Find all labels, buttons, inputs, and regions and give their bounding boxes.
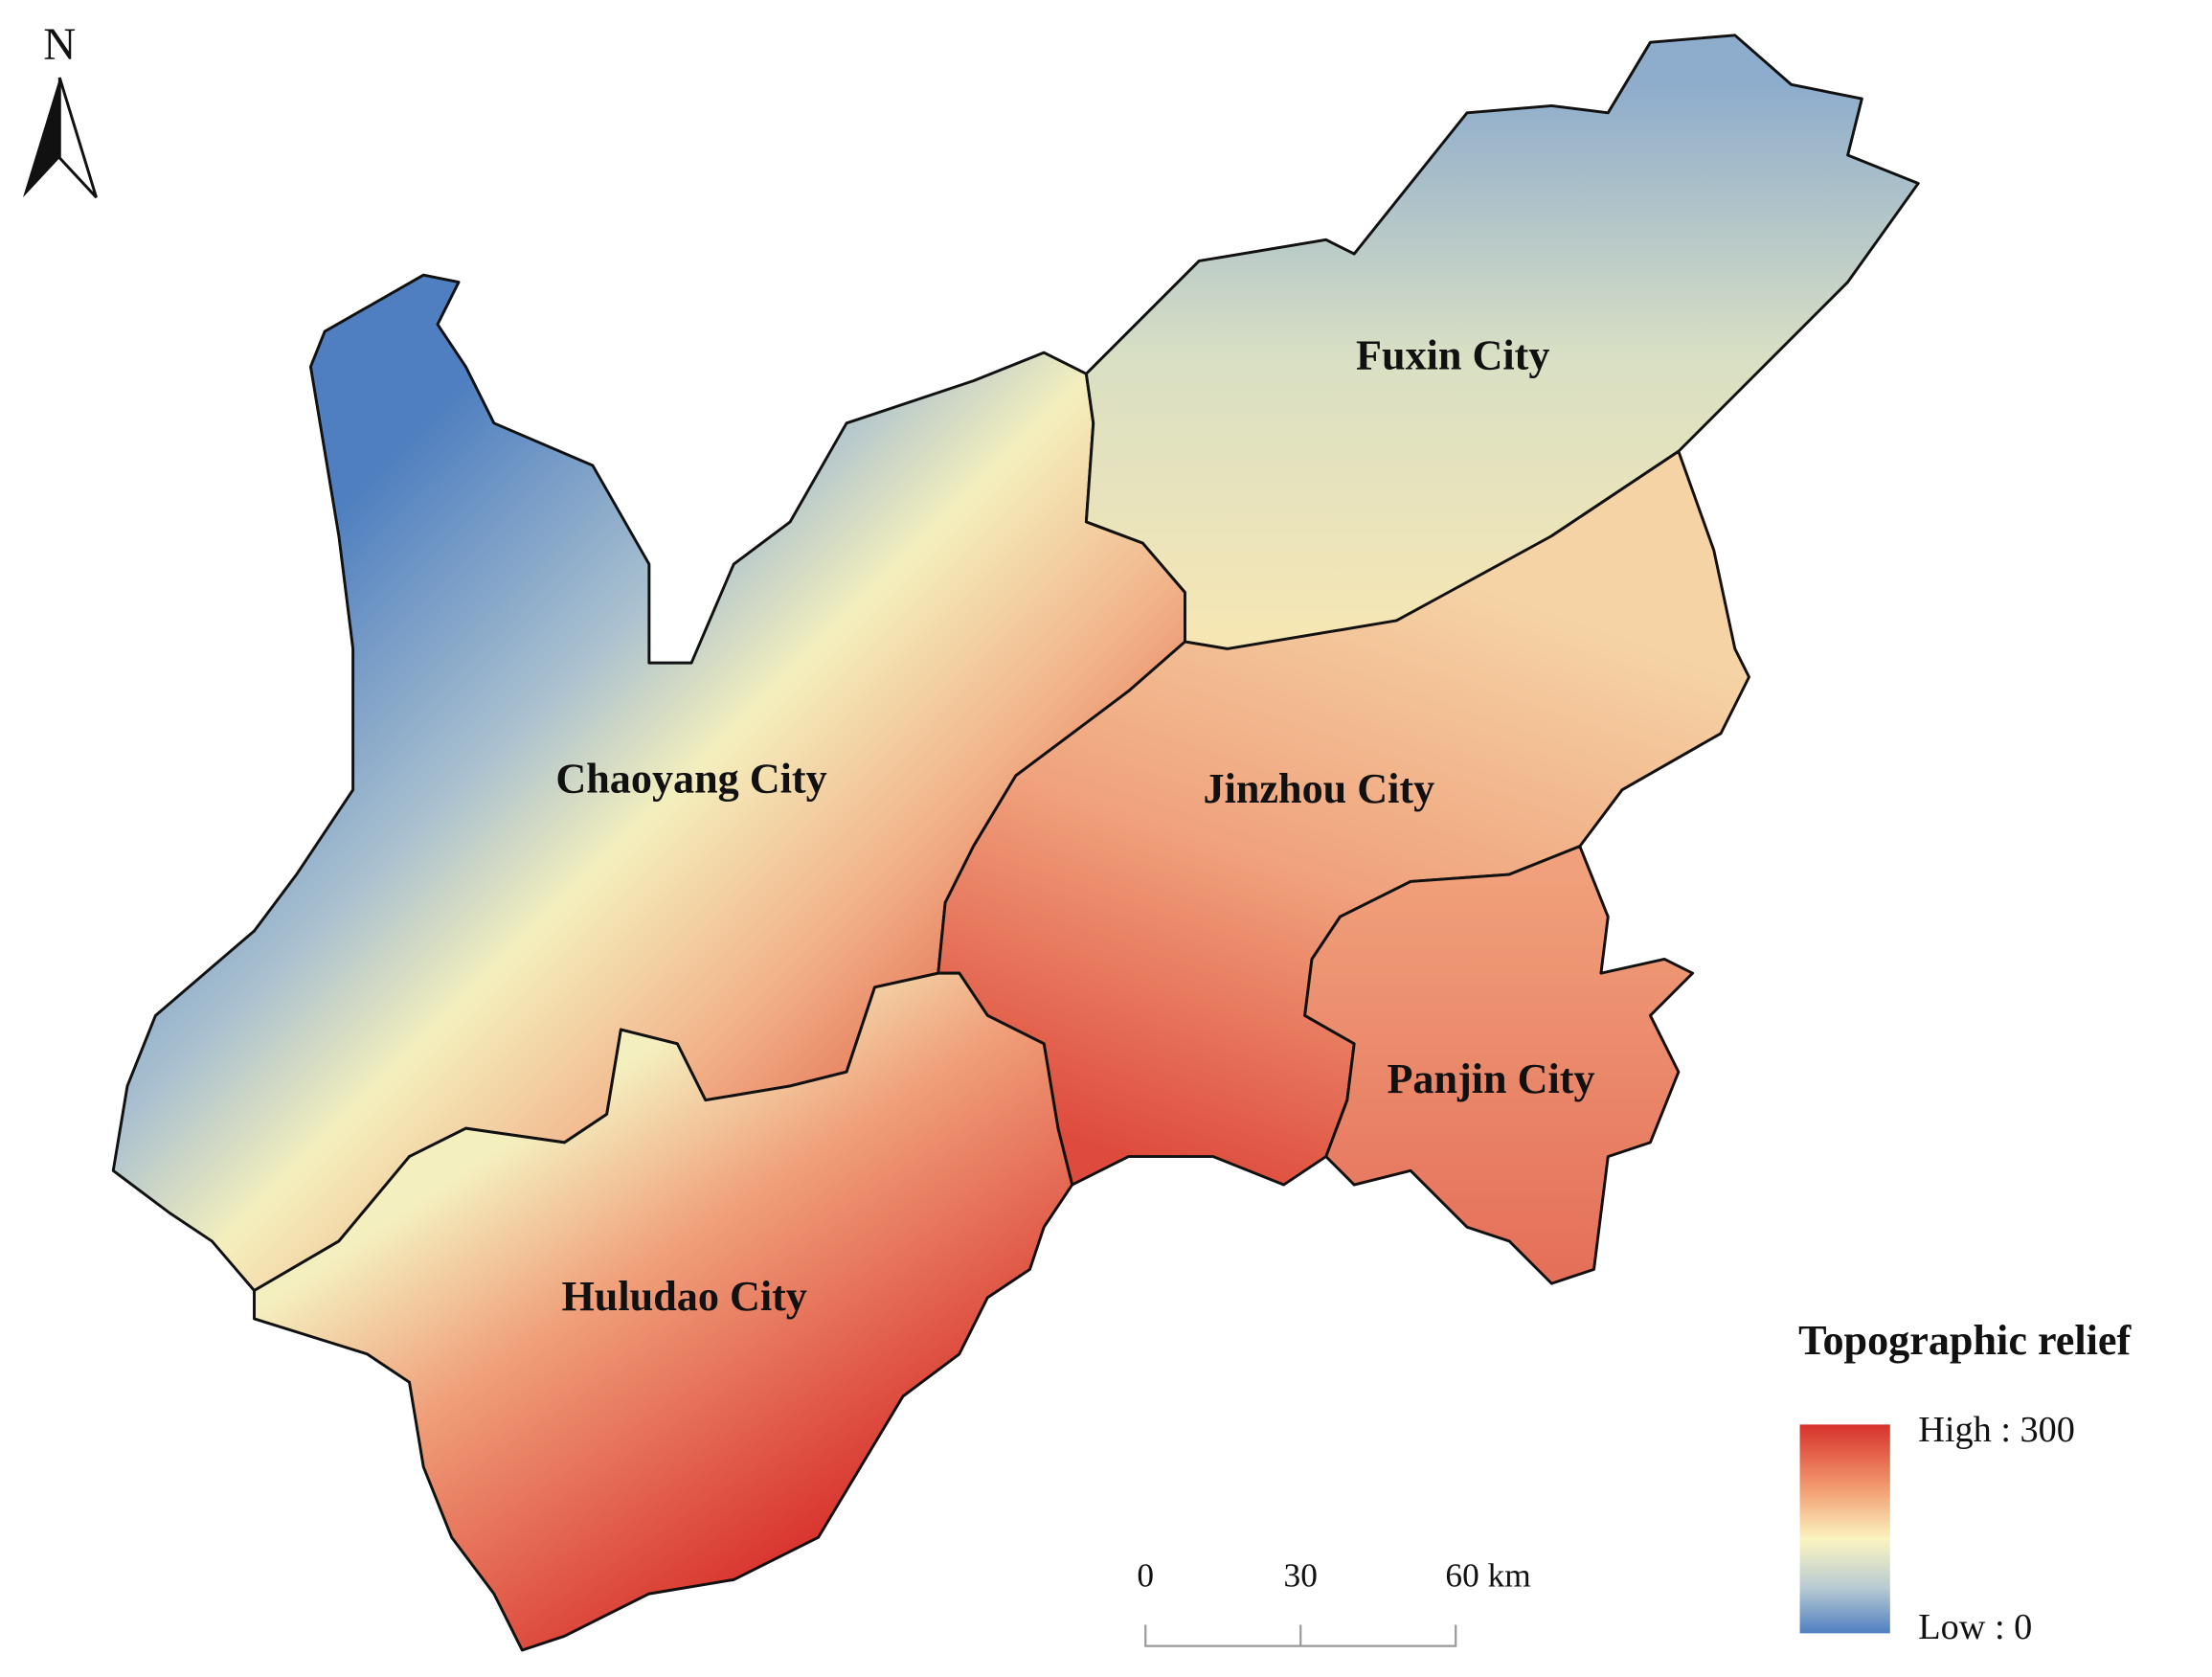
legend-low: Low : 0 <box>1918 1607 2032 1647</box>
north-arrow: N <box>22 20 98 199</box>
panjin-region <box>1303 845 1695 1285</box>
arrow-right <box>57 77 98 199</box>
scale-label: 60 km <box>1445 1557 1530 1595</box>
scale-label: 30 <box>1284 1557 1318 1595</box>
city-label: Huludao City <box>561 1273 806 1320</box>
huludao-region <box>253 971 1074 1652</box>
regions <box>111 34 1920 1652</box>
scale-label: 0 <box>1137 1557 1154 1595</box>
fuxin-region <box>1084 34 1920 650</box>
legend-colorbar <box>1799 1424 1890 1634</box>
north-label: N <box>43 20 76 70</box>
city-label: Jinzhou City <box>1204 765 1435 812</box>
legend-title: Topographic relief <box>1798 1317 2132 1364</box>
city-label: Chaoyang City <box>555 755 826 802</box>
scale-bar: 0 30 60 km <box>1137 1557 1531 1647</box>
scale-line <box>1144 1624 1457 1647</box>
city-label: Panjin City <box>1387 1055 1594 1102</box>
city-labels: Fuxin City Chaoyang City Jinzhou City Pa… <box>555 332 1594 1320</box>
city-label: Fuxin City <box>1356 332 1549 379</box>
arrow-left <box>22 77 60 198</box>
legend-high: High : 300 <box>1918 1410 2075 1450</box>
legend: Topographic relief High : 300 Low : 0 <box>1798 1317 2132 1647</box>
